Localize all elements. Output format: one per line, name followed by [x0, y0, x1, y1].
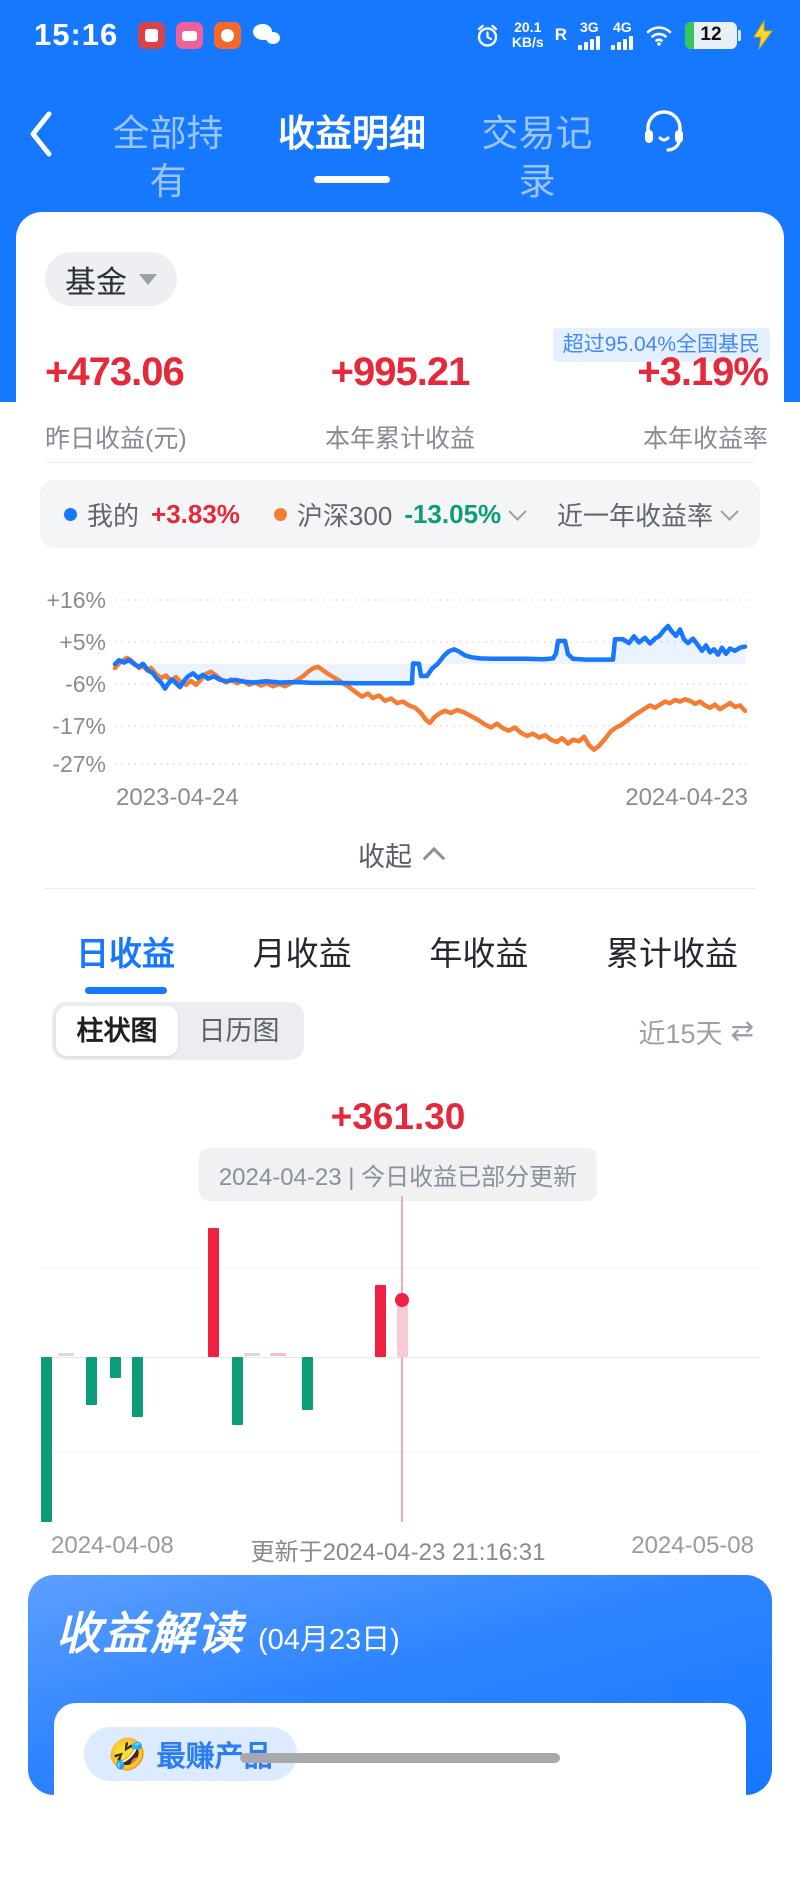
x-label-end: 2024-04-23 [625, 784, 748, 811]
bar-neg[interactable] [301, 1357, 313, 1410]
tab-income-detail[interactable]: 收益明细 [278, 113, 426, 154]
customer-service-icon[interactable] [640, 106, 688, 154]
back-icon[interactable] [26, 108, 56, 160]
svg-text:-27%: -27% [52, 751, 106, 777]
caret-down-icon [139, 273, 157, 285]
red-app-icon [138, 21, 166, 49]
period-tabs: 日收益 月收益 年收益 累计收益 [76, 928, 738, 994]
battery-indicator: 12 [685, 21, 741, 49]
kuaishou-app-icon [214, 21, 242, 49]
bar-x-label-end: 2024-05-08 [631, 1532, 754, 1559]
active-period-underline [84, 987, 167, 994]
battery-fill [685, 21, 694, 49]
alarm-icon [477, 24, 498, 47]
tab-daily-income[interactable]: 日收益 [76, 928, 175, 994]
mine-series-dot [64, 507, 77, 521]
laughing-emoji-icon: 🤣 [108, 1736, 147, 1772]
bar-flat_gray[interactable] [244, 1353, 260, 1356]
bar-pos[interactable] [207, 1227, 219, 1357]
bar-neg[interactable] [109, 1357, 121, 1378]
selection-crosshair [401, 1196, 403, 1522]
svg-text:-17%: -17% [52, 713, 106, 739]
svg-text:-6%: -6% [65, 671, 106, 697]
bar-gridline [40, 1451, 760, 1452]
svg-text:+5%: +5% [59, 629, 106, 655]
insight-date: (04月23日) [258, 1624, 400, 1656]
stat-ytd-income: +995.21 本年累计收益 [324, 350, 475, 453]
bar-chart-updated-at: 更新于2024-04-23 21:16:31 [250, 1539, 546, 1566]
wechat-icon [252, 22, 282, 49]
line-chart-svg[interactable]: +16% +5% -6% -17% -27% [16, 570, 784, 810]
bar-baseline [40, 1357, 760, 1358]
date-range-switcher[interactable]: 近15天 ⇄ [638, 1002, 754, 1060]
pink-app-icon [176, 21, 204, 49]
selected-day-value: +361.30 [330, 1096, 466, 1137]
range-label: 近15天 [638, 1018, 723, 1049]
index-series-label: 沪深300 [296, 500, 393, 531]
rank-badge: 超过95.04%全国基民 [552, 328, 770, 362]
network-speed: 20.1 KB/s [511, 19, 544, 50]
wifi-icon [646, 26, 672, 46]
mine-series-value: +3.83% [151, 498, 240, 529]
fund-filter-label: 基金 [65, 264, 127, 300]
income-detail-card: 基金 超过95.04%全国基民 +473.06 昨日收益(元) +995.21 … [16, 212, 784, 1566]
bar-selected[interactable] [396, 1300, 408, 1357]
tab-cumulative-income[interactable]: 累计收益 [605, 935, 738, 972]
signal-bars-4g [611, 35, 633, 50]
index-series-dot [273, 507, 287, 521]
roaming-indicator: R [554, 25, 567, 44]
active-tab-underline [314, 176, 390, 183]
bar-chart-layer[interactable] [16, 212, 784, 1560]
signal-3g: 3G [578, 20, 600, 50]
bar-neg[interactable] [131, 1357, 143, 1417]
tab-monthly-income[interactable]: 月收益 [252, 935, 352, 972]
x-label-start: 2023-04-24 [116, 784, 239, 811]
fund-filter-dropdown[interactable]: 基金 [45, 252, 177, 306]
clock-time: 15:16 [34, 17, 119, 52]
best-product-pill[interactable]: 🤣 最赚产品 [84, 1727, 297, 1781]
signal-bars-3g [578, 35, 600, 50]
mine-series-label: 我的 [87, 500, 140, 531]
svg-text:+16%: +16% [47, 587, 106, 613]
bar-x-label-start: 2024-04-08 [51, 1532, 174, 1559]
home-gesture-bar[interactable] [240, 1753, 560, 1763]
charging-bolt-icon [753, 20, 773, 50]
bar-flat_pink[interactable] [270, 1353, 286, 1356]
insight-title-row: 收益解读 (04月23日) [56, 1597, 400, 1662]
status-bar: 15:16 20.1 KB/s R 3G 4G [0, 0, 800, 62]
divider [45, 462, 755, 463]
selected-day-caption: 2024-04-23 | 今日收益已部分更新 [198, 1148, 598, 1201]
toggle-bar-chart[interactable]: 柱状图 [56, 1006, 178, 1056]
tab-label: 日收益 [76, 935, 175, 972]
stat-yesterday-income: +473.06 昨日收益(元) [45, 350, 187, 453]
tab-all-holdings[interactable]: 全部持有 [112, 113, 224, 202]
bar-neg[interactable] [85, 1357, 97, 1405]
bar-neg[interactable] [231, 1357, 243, 1425]
collapse-label: 收起 [358, 841, 412, 872]
bar-neg[interactable] [40, 1357, 52, 1523]
tab-yearly-income[interactable]: 年收益 [429, 935, 529, 972]
battery-percent: 12 [700, 24, 722, 45]
collapse-button[interactable]: 收起 [16, 834, 784, 874]
divider [45, 888, 755, 889]
signal-4g: 4G [611, 20, 633, 50]
toggle-calendar-chart[interactable]: 日历图 [198, 1016, 280, 1046]
swap-icon: ⇄ [730, 1015, 754, 1046]
chart-view-toggle: 柱状图 日历图 [52, 1002, 304, 1060]
tab-transaction-records[interactable]: 交易记录 [481, 113, 593, 202]
range-selector[interactable]: 近一年收益率 [556, 500, 713, 531]
bar-pos[interactable] [374, 1285, 386, 1357]
index-series-value: -13.05% [404, 498, 502, 529]
insight-title: 收益解读 [56, 1608, 245, 1659]
selected-bar-dot [395, 1293, 409, 1307]
bar-gridline [40, 1267, 760, 1268]
notification-icons [138, 21, 282, 49]
stat-ytd-return-rate: +3.19% 本年收益率 [637, 350, 769, 453]
bar-flat_gray[interactable] [58, 1353, 74, 1356]
chart-legend: 我的 +3.83% 沪深300 -13.05% 近一年收益率 [40, 480, 760, 548]
insight-content-card: 🤣 最赚产品 [54, 1703, 746, 1883]
